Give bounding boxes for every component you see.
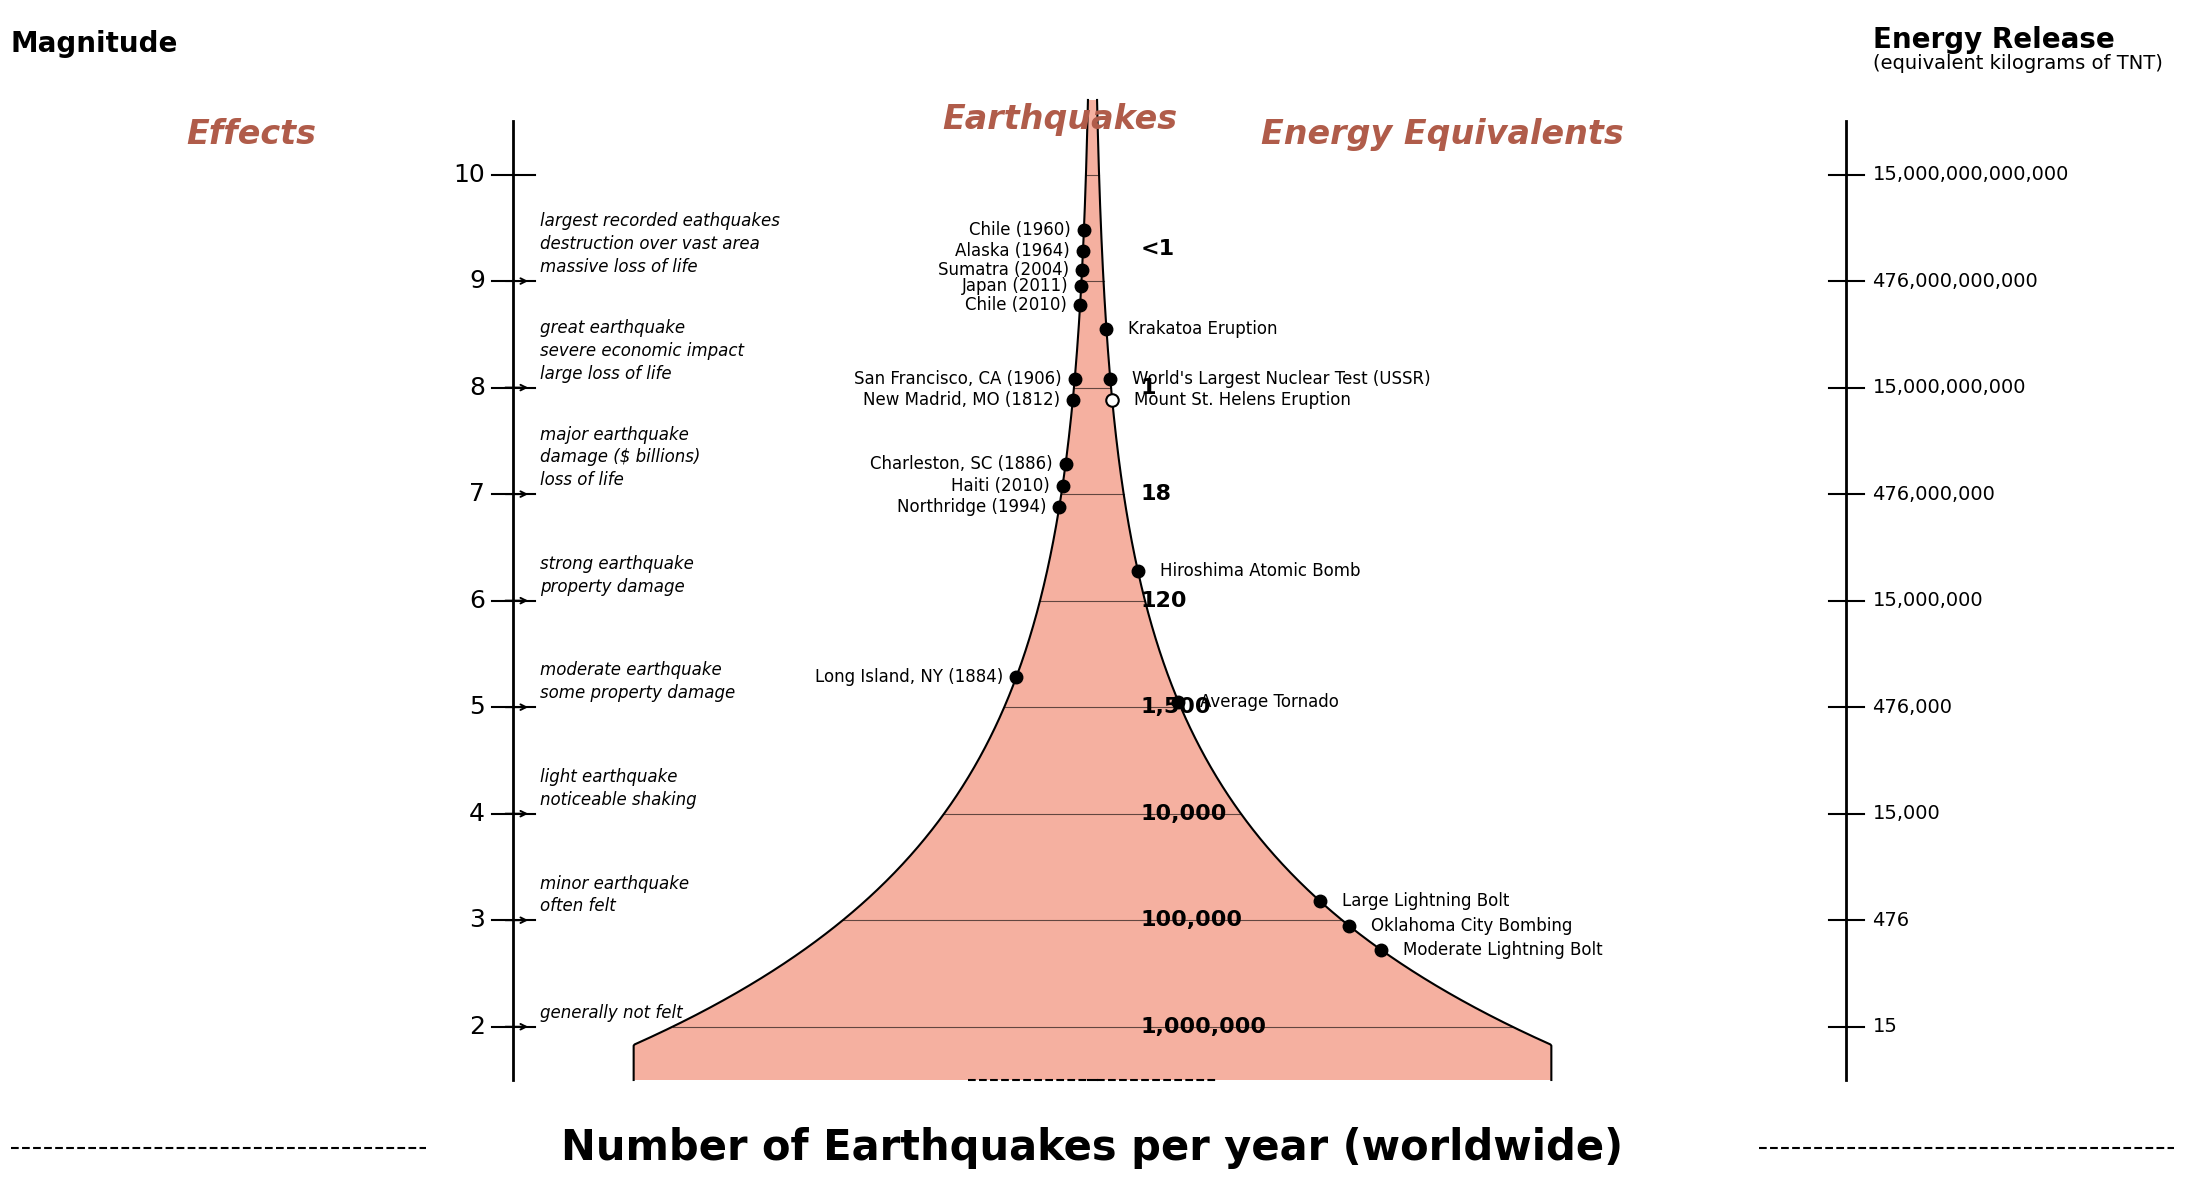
Text: 1,000,000: 1,000,000	[1141, 1016, 1267, 1037]
Text: largest recorded eathquakes
destruction over vast area
massive loss of life: largest recorded eathquakes destruction …	[540, 212, 780, 276]
Text: strong earthquake
property damage: strong earthquake property damage	[540, 554, 693, 596]
Text: Sumatra (2004): Sumatra (2004)	[937, 262, 1068, 280]
Text: 1,500: 1,500	[1141, 697, 1210, 718]
Text: 3: 3	[470, 908, 485, 932]
Text: 6: 6	[470, 589, 485, 613]
Text: (equivalent kilograms of TNT): (equivalent kilograms of TNT)	[1873, 54, 2163, 73]
Text: Alaska (1964): Alaska (1964)	[955, 242, 1071, 260]
Text: generally not felt: generally not felt	[540, 1004, 682, 1022]
Text: Northridge (1994): Northridge (1994)	[896, 498, 1047, 516]
Text: 476,000: 476,000	[1873, 697, 1953, 716]
Text: Number of Earthquakes per year (worldwide): Number of Earthquakes per year (worldwid…	[562, 1128, 1623, 1169]
Text: great earthquake
severe economic impact
large loss of life: great earthquake severe economic impact …	[540, 319, 743, 383]
Text: Chile (2010): Chile (2010)	[966, 295, 1066, 313]
Text: 9: 9	[470, 269, 485, 293]
Text: Average Tornado: Average Tornado	[1200, 692, 1339, 710]
Text: 15,000,000,000: 15,000,000,000	[1873, 378, 2025, 397]
Text: Hiroshima Atomic Bomb: Hiroshima Atomic Bomb	[1160, 562, 1361, 580]
Text: 8: 8	[470, 376, 485, 400]
Text: Japan (2011): Japan (2011)	[961, 277, 1068, 295]
Text: 18: 18	[1141, 484, 1171, 504]
Text: Oklahoma City Bombing: Oklahoma City Bombing	[1370, 917, 1571, 935]
Text: New Madrid, MO (1812): New Madrid, MO (1812)	[863, 391, 1060, 409]
Text: 1: 1	[1141, 378, 1156, 397]
Text: Effects: Effects	[186, 118, 317, 151]
Text: World's Largest Nuclear Test (USSR): World's Largest Nuclear Test (USSR)	[1132, 370, 1431, 388]
Polygon shape	[634, 100, 1551, 1080]
Text: 7: 7	[470, 482, 485, 506]
Text: Moderate Lightning Bolt: Moderate Lightning Bolt	[1403, 941, 1604, 959]
Text: Mount St. Helens Eruption: Mount St. Helens Eruption	[1134, 391, 1350, 409]
Text: 100,000: 100,000	[1141, 911, 1243, 930]
Text: 15,000,000,000,000: 15,000,000,000,000	[1873, 166, 2069, 184]
Text: 476,000,000: 476,000,000	[1873, 485, 1995, 504]
Text: 2: 2	[470, 1015, 485, 1039]
Text: Charleston, SC (1886): Charleston, SC (1886)	[870, 455, 1053, 473]
Text: major earthquake
damage ($ billions)
loss of life: major earthquake damage ($ billions) los…	[540, 426, 699, 490]
Text: 120: 120	[1141, 590, 1186, 611]
Text: 4: 4	[470, 802, 485, 826]
Text: minor earthquake
often felt: minor earthquake often felt	[540, 875, 688, 916]
Text: San Francisco, CA (1906): San Francisco, CA (1906)	[854, 370, 1062, 388]
Text: Earthquakes: Earthquakes	[942, 103, 1178, 137]
Text: 15,000,000: 15,000,000	[1873, 592, 1984, 610]
Text: Haiti (2010): Haiti (2010)	[950, 476, 1049, 494]
Text: light earthquake
noticeable shaking: light earthquake noticeable shaking	[540, 768, 697, 809]
Text: Krakatoa Eruption: Krakatoa Eruption	[1127, 320, 1278, 338]
Text: 10,000: 10,000	[1141, 804, 1228, 823]
Text: 5: 5	[470, 695, 485, 719]
Text: Large Lightning Bolt: Large Lightning Bolt	[1342, 892, 1510, 910]
Text: Energy Equivalents: Energy Equivalents	[1261, 118, 1623, 151]
Text: Energy Release: Energy Release	[1873, 26, 2115, 54]
Text: <1: <1	[1141, 239, 1176, 259]
Text: Chile (1960): Chile (1960)	[970, 221, 1071, 239]
Text: 476,000,000,000: 476,000,000,000	[1873, 271, 2039, 290]
Text: 15,000: 15,000	[1873, 804, 1940, 823]
Text: Long Island, NY (1884): Long Island, NY (1884)	[815, 668, 1003, 686]
Text: 476: 476	[1873, 911, 1910, 930]
Text: 10: 10	[452, 162, 485, 186]
Text: Magnitude: Magnitude	[11, 30, 179, 58]
Text: 15: 15	[1873, 1018, 1897, 1037]
Text: moderate earthquake
some property damage: moderate earthquake some property damage	[540, 661, 734, 702]
